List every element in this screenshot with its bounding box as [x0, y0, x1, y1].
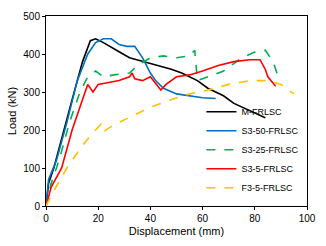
svg-text:400: 400	[23, 49, 40, 60]
svg-text:100: 100	[23, 163, 40, 174]
svg-text:200: 200	[23, 125, 40, 136]
svg-text:S3-5-FRLSC: S3-5-FRLSC	[241, 164, 293, 174]
svg-text:20: 20	[93, 213, 105, 224]
svg-text:S3-25-FRLSC: S3-25-FRLSC	[241, 145, 298, 155]
svg-text:S3-50-FRLSC: S3-50-FRLSC	[241, 126, 298, 136]
svg-text:100: 100	[299, 213, 316, 224]
svg-text:500: 500	[23, 11, 40, 22]
svg-text:0: 0	[43, 213, 49, 224]
svg-text:Displacement (mm): Displacement (mm)	[129, 225, 224, 237]
svg-text:80: 80	[249, 213, 261, 224]
svg-text:M-FRLSC: M-FRLSC	[241, 107, 281, 117]
svg-text:Load (kN): Load (kN)	[6, 87, 18, 135]
svg-text:40: 40	[145, 213, 157, 224]
svg-text:60: 60	[197, 213, 209, 224]
svg-text:0: 0	[34, 201, 40, 212]
svg-text:F3-5-FRLSC: F3-5-FRLSC	[241, 183, 293, 193]
svg-text:300: 300	[23, 87, 40, 98]
